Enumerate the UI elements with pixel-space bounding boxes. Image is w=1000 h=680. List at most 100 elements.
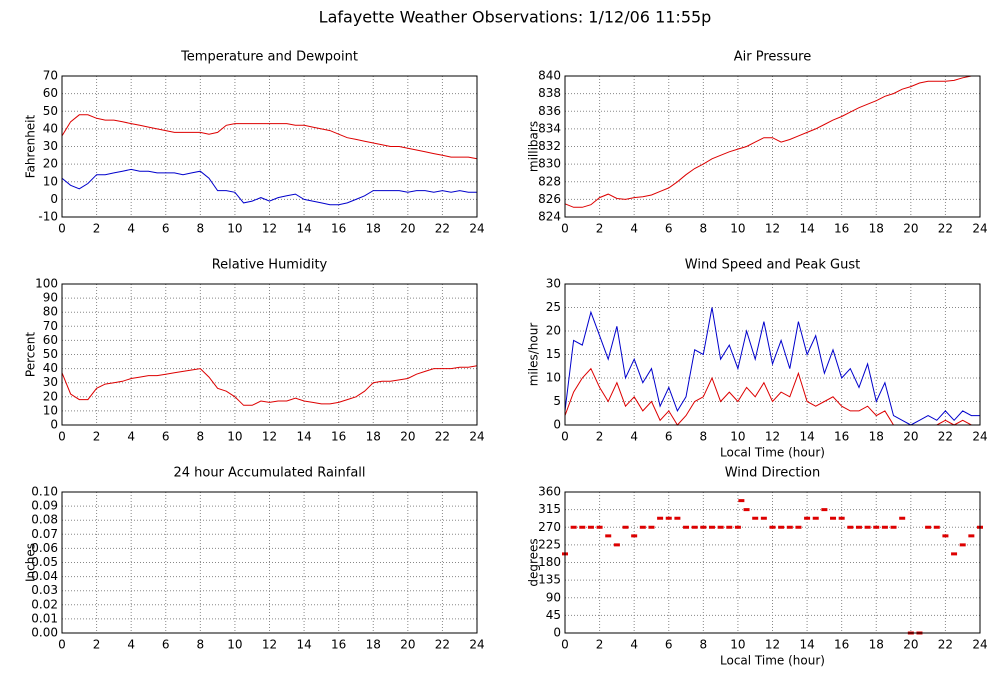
y-tick-label: 70 bbox=[43, 319, 58, 333]
page-title: Lafayette Weather Observations: 1/12/06 … bbox=[319, 8, 712, 27]
chart-title: Temperature and Dewpoint bbox=[180, 50, 358, 65]
x-tick-label: 18 bbox=[366, 430, 381, 444]
chart-title: Relative Humidity bbox=[212, 258, 328, 273]
data-point bbox=[864, 525, 871, 529]
x-tick-label: 0 bbox=[58, 638, 66, 652]
x-tick-label: 12 bbox=[765, 222, 780, 236]
data-point bbox=[648, 525, 655, 529]
y-tick-label: 824 bbox=[538, 210, 561, 224]
y-tick-label: 834 bbox=[538, 121, 561, 135]
x-tick-label: 10 bbox=[730, 430, 745, 444]
y-tick-label: 0.03 bbox=[31, 583, 58, 597]
y-tick-label: 0.04 bbox=[31, 569, 58, 583]
data-line bbox=[61, 168, 477, 206]
y-tick-label: 10 bbox=[546, 371, 561, 385]
plot-frame bbox=[564, 75, 981, 218]
x-tick-label: 2 bbox=[93, 430, 101, 444]
data-point bbox=[605, 534, 612, 538]
y-tick-label: 360 bbox=[538, 485, 561, 499]
y-tick-label: 80 bbox=[43, 305, 58, 319]
x-tick-label: 12 bbox=[765, 638, 780, 652]
x-tick-label: 14 bbox=[799, 430, 814, 444]
data-point bbox=[570, 525, 577, 529]
x-tick-label: 22 bbox=[938, 222, 953, 236]
y-tick-label: 0.01 bbox=[31, 611, 58, 625]
x-tick-label: 0 bbox=[561, 222, 569, 236]
x-tick-label: 0 bbox=[58, 222, 66, 236]
data-point bbox=[657, 516, 664, 520]
y-tick-label: 10 bbox=[43, 174, 58, 188]
y-tick-label: 0 bbox=[553, 626, 561, 640]
x-tick-label: 6 bbox=[162, 430, 170, 444]
y-tick-label: 45 bbox=[546, 608, 561, 622]
data-point bbox=[587, 525, 594, 529]
chart-title: 24 hour Accumulated Rainfall bbox=[173, 466, 365, 481]
data-point bbox=[890, 525, 897, 529]
x-tick-label: 6 bbox=[162, 638, 170, 652]
data-point bbox=[674, 516, 681, 520]
y-tick-label: 40 bbox=[43, 361, 58, 375]
y-axis-label: millibars bbox=[527, 121, 541, 172]
x-tick-label: 22 bbox=[435, 430, 450, 444]
x-tick-label: 14 bbox=[296, 430, 311, 444]
y-axis-label: miles/hour bbox=[527, 323, 541, 387]
data-point bbox=[925, 525, 932, 529]
x-tick-label: 24 bbox=[469, 222, 484, 236]
x-tick-label: 18 bbox=[366, 638, 381, 652]
x-tick-label: 6 bbox=[665, 430, 673, 444]
y-tick-label: 828 bbox=[538, 174, 561, 188]
x-tick-label: 24 bbox=[972, 430, 987, 444]
x-tick-label: 20 bbox=[400, 222, 415, 236]
data-line bbox=[61, 114, 478, 160]
x-tick-label: 16 bbox=[834, 638, 849, 652]
data-point bbox=[951, 552, 958, 556]
x-tick-label: 0 bbox=[561, 638, 569, 652]
y-tick-label: 15 bbox=[546, 347, 561, 361]
data-point bbox=[786, 525, 793, 529]
x-tick-label: 8 bbox=[197, 638, 205, 652]
x-tick-label: 2 bbox=[93, 222, 101, 236]
y-tick-label: 0.05 bbox=[31, 555, 58, 569]
y-tick-label: 0.00 bbox=[31, 626, 58, 640]
y-tick-label: 832 bbox=[538, 139, 561, 153]
chart-title: Air Pressure bbox=[734, 50, 812, 65]
data-point bbox=[795, 525, 802, 529]
x-tick-label: 16 bbox=[834, 222, 849, 236]
y-axis-label: degrees bbox=[527, 538, 541, 586]
x-tick-label: 2 bbox=[93, 638, 101, 652]
x-tick-label: 8 bbox=[700, 638, 708, 652]
x-tick-label: 20 bbox=[903, 638, 918, 652]
data-point bbox=[596, 525, 603, 529]
y-tick-label: 0.10 bbox=[31, 485, 58, 499]
x-tick-label: 12 bbox=[262, 222, 277, 236]
data-point bbox=[769, 525, 776, 529]
y-tick-label: 100 bbox=[35, 277, 58, 291]
data-point bbox=[760, 516, 767, 520]
data-point bbox=[838, 516, 845, 520]
data-point bbox=[959, 543, 966, 547]
x-tick-label: 22 bbox=[938, 430, 953, 444]
y-tick-label: 90 bbox=[43, 291, 58, 305]
chart-title: Wind Direction bbox=[725, 466, 821, 481]
x-tick-label: 12 bbox=[765, 430, 780, 444]
y-tick-label: 25 bbox=[546, 300, 561, 314]
data-point bbox=[933, 525, 940, 529]
x-tick-label: 4 bbox=[127, 222, 135, 236]
y-tick-label: 30 bbox=[43, 375, 58, 389]
data-point bbox=[613, 543, 620, 547]
y-tick-label: 0.09 bbox=[31, 499, 58, 513]
y-tick-label: 826 bbox=[538, 192, 561, 206]
data-point bbox=[804, 516, 811, 520]
x-tick-label: 14 bbox=[296, 222, 311, 236]
x-tick-label: 4 bbox=[127, 638, 135, 652]
x-tick-label: 12 bbox=[262, 638, 277, 652]
y-axis-label: Percent bbox=[24, 332, 38, 377]
x-tick-label: 22 bbox=[938, 638, 953, 652]
chart-title: Wind Speed and Peak Gust bbox=[685, 258, 860, 273]
x-tick-label: 24 bbox=[469, 430, 484, 444]
x-tick-label: 18 bbox=[869, 222, 884, 236]
x-tick-label: 14 bbox=[799, 222, 814, 236]
x-tick-label: 10 bbox=[730, 222, 745, 236]
data-point bbox=[631, 534, 638, 538]
x-tick-label: 20 bbox=[400, 430, 415, 444]
